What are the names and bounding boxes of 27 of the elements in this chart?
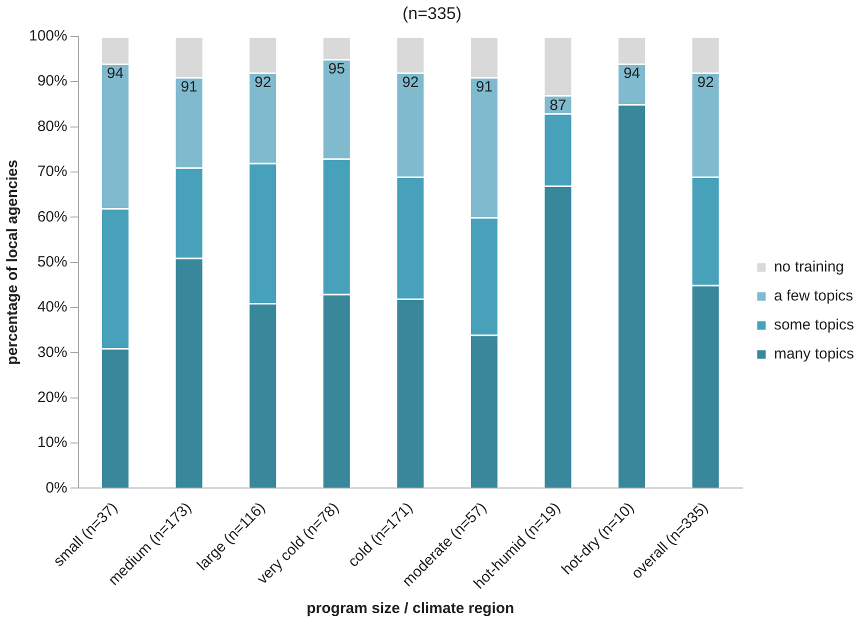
legend-label: no training xyxy=(774,258,844,276)
y-axis-title: percentage of local agencies xyxy=(4,160,22,365)
legend-label: some topics xyxy=(774,316,854,334)
annotation: 87 xyxy=(550,96,566,114)
legend-label: a few topics xyxy=(774,288,854,305)
annotation: 92 xyxy=(254,74,272,92)
y-tick-label: 10% xyxy=(37,434,68,452)
y-tick-label: 50% xyxy=(37,253,68,270)
x-axis-title: program size / climate region xyxy=(306,600,514,618)
annotation: 94 xyxy=(623,65,640,82)
y-tick-label: 0% xyxy=(46,479,68,496)
y-tick-label: 90% xyxy=(37,72,68,90)
y-tick-label: 80% xyxy=(37,118,68,135)
chart-title: (n=335) xyxy=(402,4,462,23)
annotation: 91 xyxy=(180,78,198,96)
annotation: 92 xyxy=(697,74,714,92)
annotation: 95 xyxy=(328,60,345,78)
annotation: 91 xyxy=(476,78,493,96)
y-tick-label: 60% xyxy=(37,208,68,226)
annotation: 94 xyxy=(106,65,124,82)
y-tick-label: 30% xyxy=(37,344,68,361)
annotation: 92 xyxy=(402,74,419,92)
y-tick-label: 20% xyxy=(37,388,68,406)
y-tick-label: 40% xyxy=(37,298,68,316)
legend-label: many topics xyxy=(774,346,854,363)
y-tick-label: 100% xyxy=(28,28,68,45)
y-tick-label: 70% xyxy=(37,163,68,180)
